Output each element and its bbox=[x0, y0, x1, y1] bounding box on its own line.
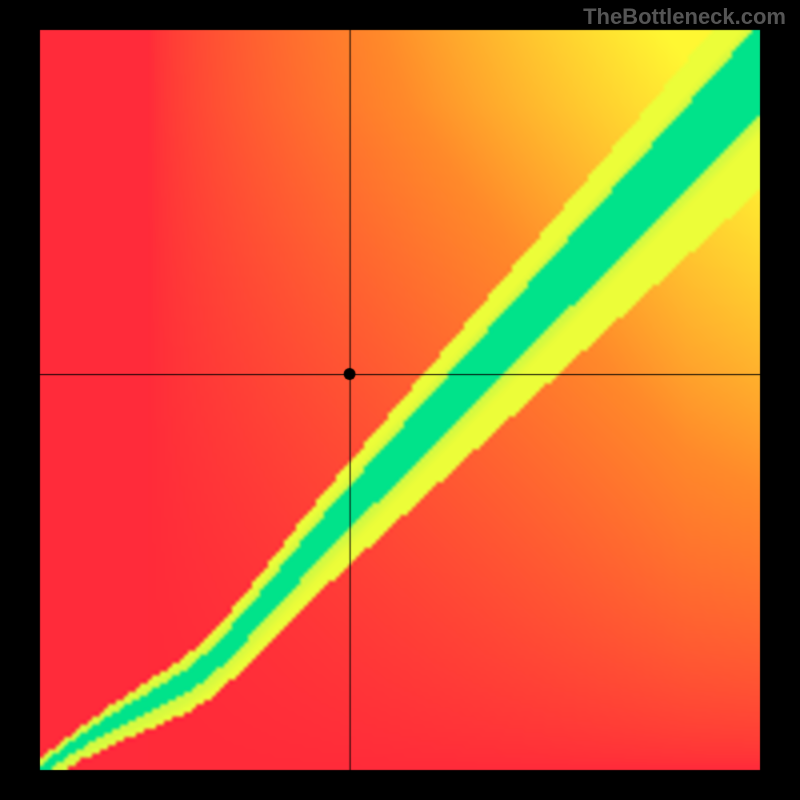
watermark-text: TheBottleneck.com bbox=[583, 4, 786, 30]
bottleneck-heatmap bbox=[0, 0, 800, 800]
